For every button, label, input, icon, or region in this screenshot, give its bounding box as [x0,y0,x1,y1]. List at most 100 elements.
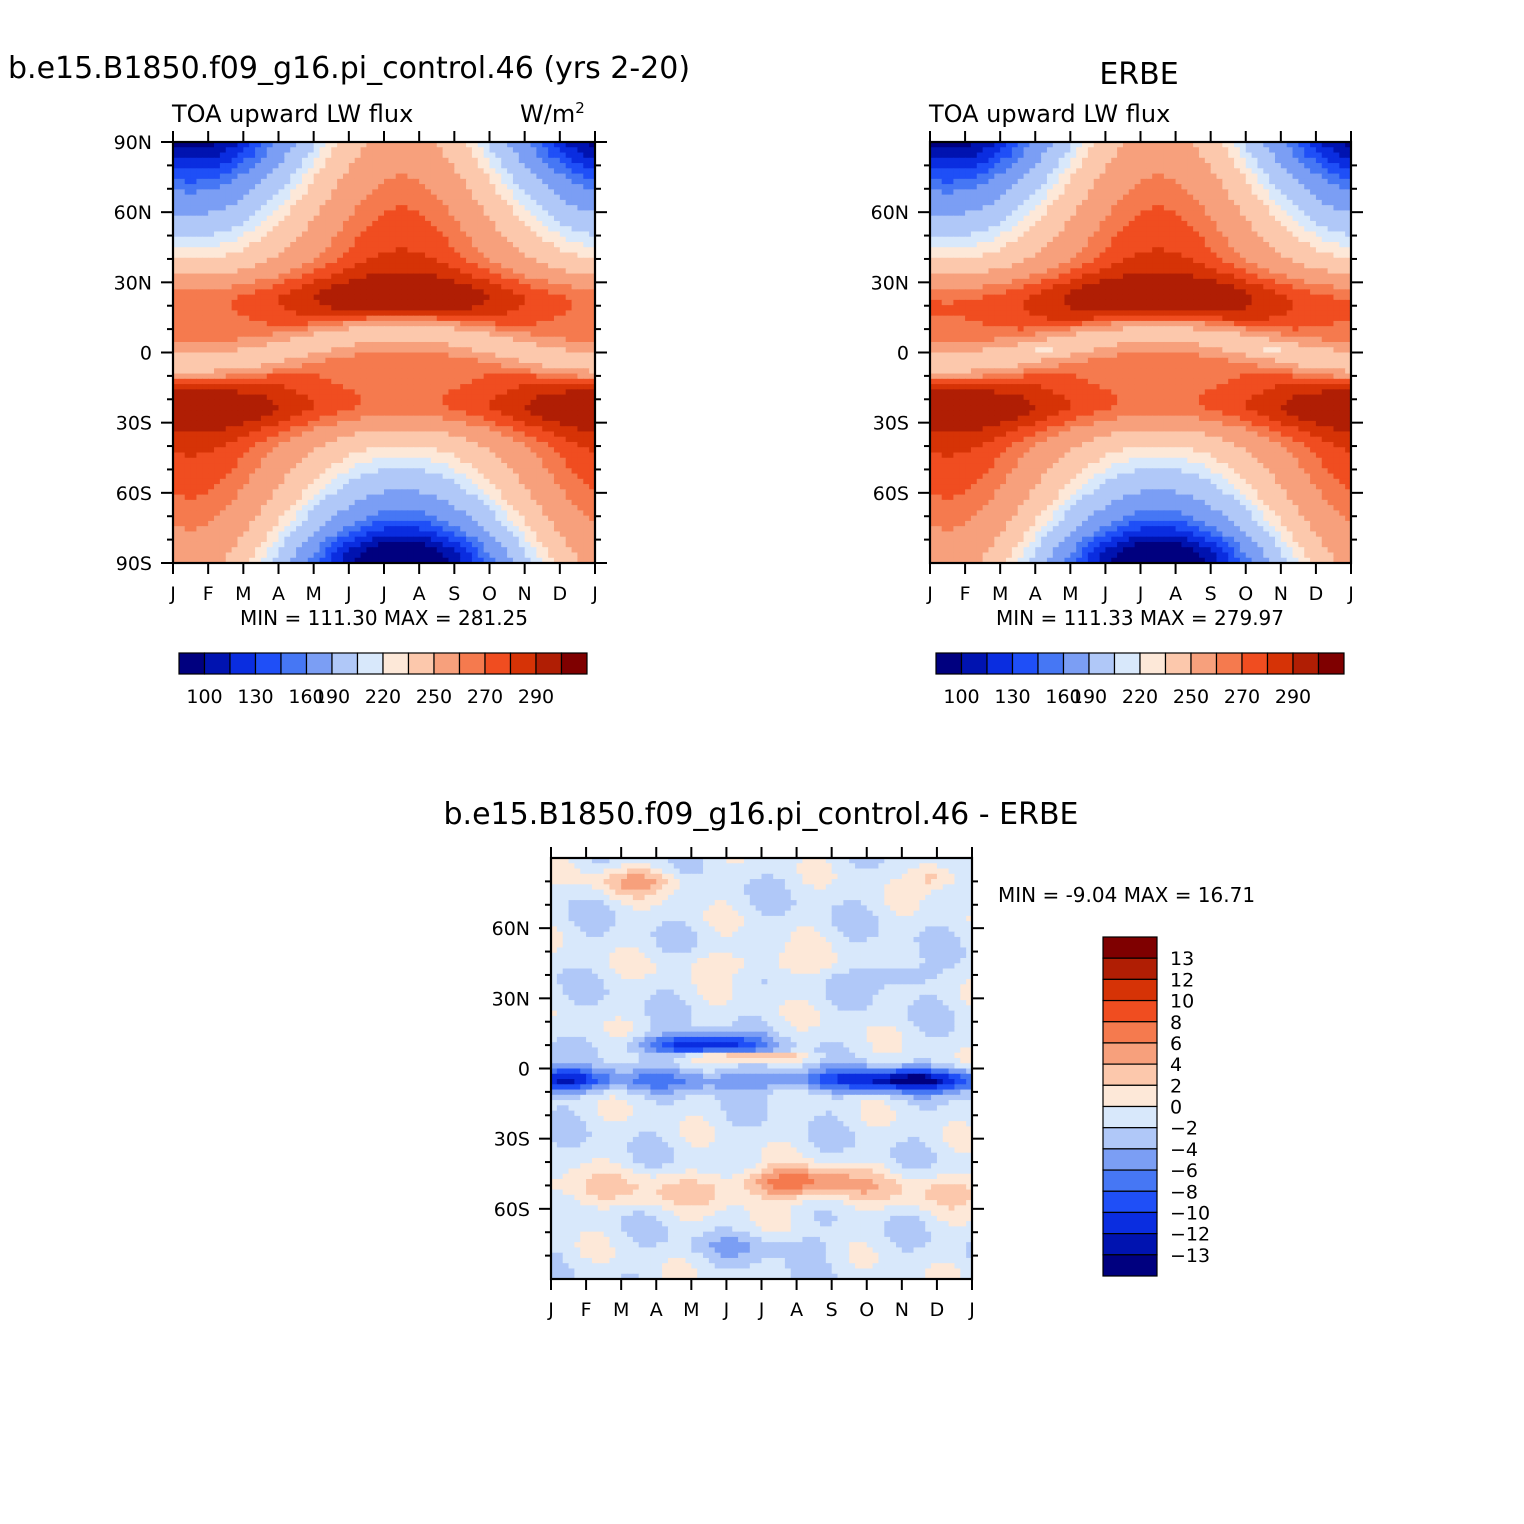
erbe-x-tick-label: M [1062,583,1078,605]
diff-colorbar-swatch [1102,1211,1158,1235]
diff-x-tick-label: J [968,1299,975,1321]
model-y-tick-label: 60S [116,483,152,505]
erbe-variable-label: TOA upward LW flux [928,100,1170,128]
model-colorbar-swatch [407,652,435,675]
diff-title: b.e15.B1850.f09_g16.pi_control.46 - ERBE [443,797,1078,832]
model-x-tick-label: J [591,583,598,605]
diff-x-tick-label: M [613,1299,629,1321]
model-x-tick-label: J [380,583,387,605]
model-y-tick-label: 60N [114,202,152,224]
model-x-tick-label: A [413,583,426,605]
diff-colorbar-label: −8 [1170,1181,1198,1203]
diff-colorbar-swatch [1102,1021,1158,1044]
erbe-title: ERBE [1099,57,1178,92]
erbe-colorbar-swatch [1139,652,1167,675]
diff-colorbar-swatch [1102,978,1158,1002]
diff-colorbar-swatch [1102,1042,1158,1065]
erbe-colorbar-swatch [1266,652,1294,675]
diff-colorbar-swatch [1102,999,1158,1023]
model-x-tick-label: O [482,583,497,605]
model-variable-label: TOA upward LW flux [171,100,413,128]
model-x-tick-label: F [203,583,214,605]
diff-x-tick-label: S [826,1299,838,1321]
model-colorbar-swatch [382,652,410,675]
erbe-colorbar-label: 290 [1275,686,1311,708]
erbe-x-tick-label: J [1347,583,1354,605]
diff-colorbar-swatch [1102,936,1158,959]
model-colorbar-swatch [203,652,231,675]
erbe-colorbar-label: 160 [1045,686,1081,708]
model-x-tick-label: M [235,583,251,605]
diff-colorbar-label: −2 [1170,1118,1198,1140]
erbe-colorbar-label: 190 [1071,686,1107,708]
erbe-colorbar-swatch [1062,652,1090,675]
erbe-x-tick-label: A [1029,583,1042,605]
model-title: b.e15.B1850.f09_g16.pi_control.46 (yrs 2… [8,51,690,86]
diff-colorbar-label: −6 [1170,1160,1198,1182]
erbe-y-tick-label: 0 [897,343,909,365]
erbe-x-tick-label: J [926,583,933,605]
diff-colorbar-label: 13 [1170,948,1194,970]
model-colorbar-swatch [458,652,486,675]
erbe-x-tick-label: D [1309,583,1324,605]
erbe-x-tick-label: F [960,583,971,605]
diff-y-tick-label: 60S [494,1199,530,1221]
model-y-tick-label: 90S [116,553,152,575]
erbe-colorbar-swatch [1215,652,1243,675]
erbe-x-tick-label: N [1274,583,1288,605]
erbe-x-tick-label: M [992,583,1008,605]
erbe-colorbar-swatch [1037,652,1065,675]
diff-colorbar-label: 6 [1170,1033,1182,1055]
diff-y-tick-label: 30S [494,1129,530,1151]
erbe-colorbar-label: 270 [1224,686,1260,708]
erbe-y-tick-label: 30S [873,413,909,435]
model-colorbar-label: 190 [314,686,350,708]
diff-colorbar-swatch [1102,1127,1158,1150]
diff-colorbar-label: 2 [1170,1075,1182,1097]
erbe-colorbar-swatch [1317,652,1345,675]
erbe-x-tick-label: A [1169,583,1182,605]
model-x-tick-label: J [345,583,352,605]
erbe-colorbar-swatch [1164,652,1192,675]
diff-colorbar-label: 0 [1170,1097,1182,1119]
model-x-tick-label: N [518,583,532,605]
diff-colorbar-label: −10 [1170,1202,1210,1224]
erbe-colorbar-swatch [1241,652,1269,675]
model-colorbar-swatch [560,652,588,675]
diff-colorbar-label: 12 [1170,969,1194,991]
diff-colorbar-swatch [1102,1063,1158,1086]
erbe-colorbar-swatch [960,652,988,675]
diff-colorbar-label: −12 [1170,1224,1210,1246]
model-colorbar-swatch [229,652,257,675]
diff-x-tick-label: M [683,1299,699,1321]
model-colorbar-swatch [331,652,359,675]
erbe-colorbar-label: 220 [1122,686,1158,708]
diff-colorbar-label: −13 [1170,1245,1210,1267]
model-colorbar-label: 100 [186,686,222,708]
diff-colorbar-label: 8 [1170,1012,1182,1034]
diff-y-tick-label: 60N [492,918,530,940]
model-colorbar-swatch [535,652,563,675]
erbe-colorbar-swatch [1292,652,1320,675]
model-colorbar-swatch [305,652,333,675]
model-units-label: W/m2 [520,99,585,128]
erbe-colorbar-swatch [986,652,1014,675]
diff-colorbar-swatch [1102,1254,1158,1277]
model-x-tick-label: S [448,583,460,605]
diff-colorbar-label: 10 [1170,991,1194,1013]
erbe-contour-field [930,142,1352,564]
diff-colorbar-swatch [1102,1105,1158,1129]
diff-x-tick-label: O [859,1299,874,1321]
model-y-tick-label: 30N [114,272,152,294]
diff-colorbar-label: −4 [1170,1139,1198,1161]
diff-x-tick-label: J [547,1299,554,1321]
diff-x-tick-label: A [790,1299,803,1321]
erbe-colorbar-label: 130 [994,686,1030,708]
model-colorbar-label: 250 [416,686,452,708]
